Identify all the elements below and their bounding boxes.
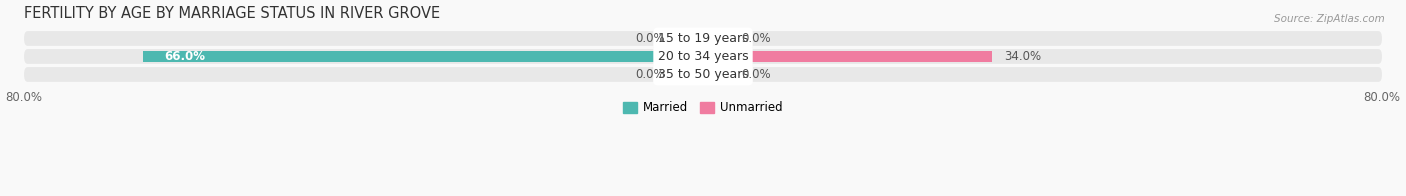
Text: 0.0%: 0.0% (741, 32, 770, 45)
FancyBboxPatch shape (24, 67, 1382, 82)
Text: FERTILITY BY AGE BY MARRIAGE STATUS IN RIVER GROVE: FERTILITY BY AGE BY MARRIAGE STATUS IN R… (24, 5, 440, 21)
Bar (678, 33, 703, 44)
Text: 0.0%: 0.0% (741, 68, 770, 81)
Text: 20 to 34 years: 20 to 34 years (658, 50, 748, 63)
Text: 0.0%: 0.0% (636, 68, 665, 81)
Text: 0.0%: 0.0% (636, 32, 665, 45)
Bar (703, 51, 991, 62)
Text: 35 to 50 years: 35 to 50 years (658, 68, 748, 81)
Bar (703, 33, 728, 44)
Text: 15 to 19 years: 15 to 19 years (658, 32, 748, 45)
FancyBboxPatch shape (24, 31, 1382, 46)
Text: 66.0%: 66.0% (165, 50, 205, 63)
Bar (678, 69, 703, 80)
Text: 34.0%: 34.0% (1004, 50, 1042, 63)
Legend: Married, Unmarried: Married, Unmarried (619, 97, 787, 119)
Bar (703, 69, 728, 80)
FancyBboxPatch shape (24, 49, 1382, 64)
Text: Source: ZipAtlas.com: Source: ZipAtlas.com (1274, 14, 1385, 24)
Bar (143, 51, 703, 62)
